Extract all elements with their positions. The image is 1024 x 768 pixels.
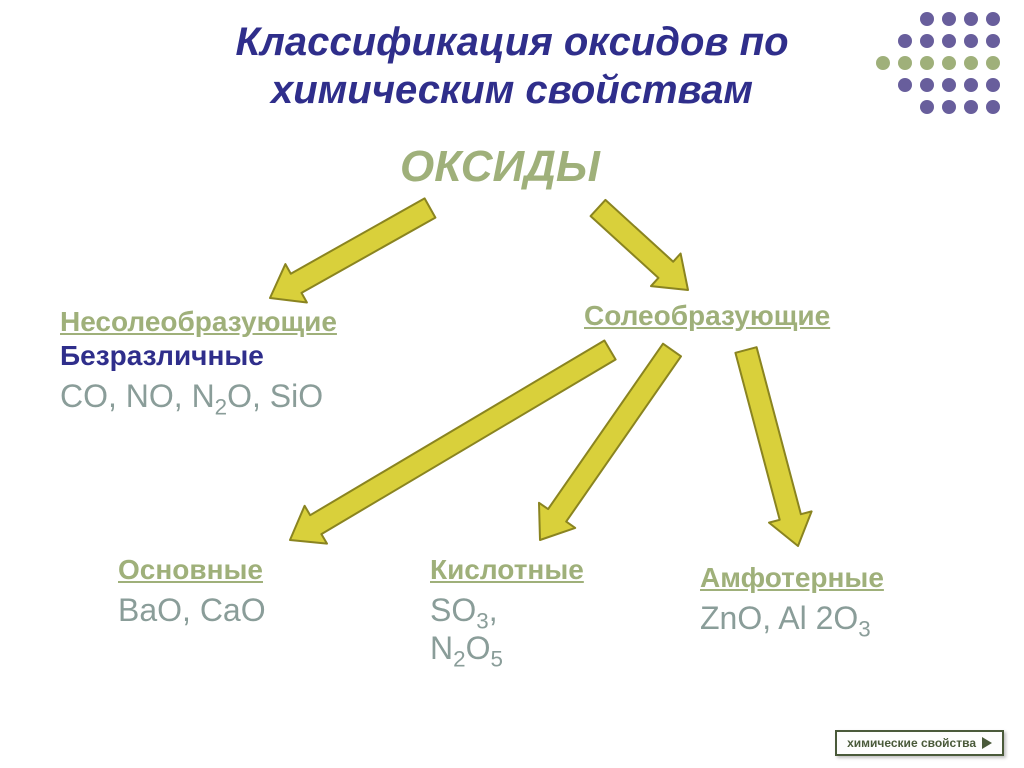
node-salt-forming: Солеобразующие bbox=[584, 300, 830, 332]
basic-formulas: BaO, CaO bbox=[118, 592, 266, 629]
node-acidic-oxides: Кислотные bbox=[430, 554, 584, 586]
title-line-2: химическим свойствам bbox=[0, 66, 1024, 114]
node-amphoteric-oxides: Амфотерные bbox=[700, 562, 884, 594]
acidic-formulas-2: N2O5 bbox=[430, 630, 503, 672]
title-line-1: Классификация оксидов по bbox=[0, 18, 1024, 66]
nav-button-label: химические свойства bbox=[847, 736, 976, 750]
non-salt-formulas: CO, NO, N2O, SiO bbox=[60, 378, 323, 420]
node-non-salt-forming-subtitle: Безразличные bbox=[60, 340, 264, 372]
node-basic-oxides: Основные bbox=[118, 554, 263, 586]
chemical-properties-button[interactable]: химические свойства bbox=[835, 730, 1004, 756]
root-node-oxides: ОКСИДЫ bbox=[400, 142, 600, 192]
chevron-right-icon bbox=[982, 737, 992, 749]
node-non-salt-forming: Несолеобразующие bbox=[60, 306, 337, 338]
decorative-dot-grid bbox=[876, 12, 1002, 116]
slide-title: Классификация оксидов по химическим свой… bbox=[0, 0, 1024, 114]
amphoteric-formulas: ZnO, Al 2O3 bbox=[700, 600, 871, 642]
acidic-formulas-1: SO3, bbox=[430, 592, 498, 634]
